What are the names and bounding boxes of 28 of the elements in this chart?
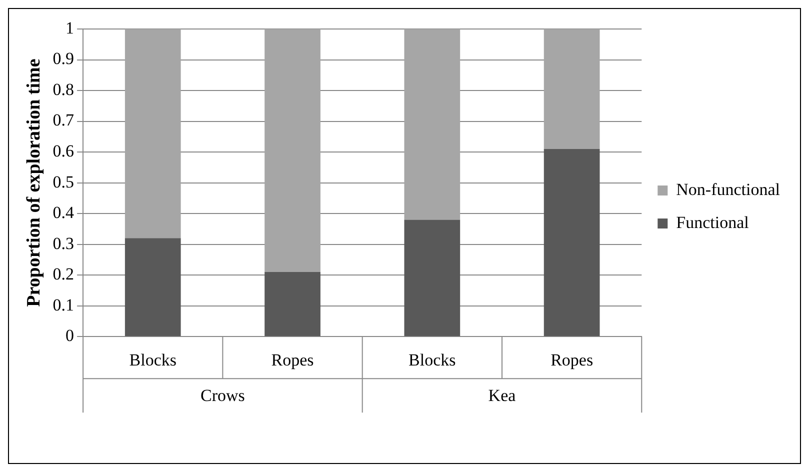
y-tick-label: 0.2 <box>52 264 74 284</box>
text: Crows <box>200 386 245 406</box>
y-tick-label: 1 <box>66 18 74 38</box>
y-tick-label: 0.5 <box>52 172 74 192</box>
x-tick-label: Ropes <box>271 350 314 370</box>
bar <box>404 220 460 336</box>
y-tick-label: 0.9 <box>52 49 74 68</box>
y-tick-label: 0.1 <box>52 295 74 314</box>
x-tick-label: Blocks <box>129 350 176 370</box>
bar <box>264 272 320 336</box>
bar <box>544 29 600 149</box>
bar <box>264 29 320 272</box>
x-tick-label: Ropes <box>550 350 594 370</box>
y-tick-label: 0.3 <box>52 234 74 253</box>
y-axis-title: Proportion of exploration time <box>23 58 44 307</box>
text: Kea <box>488 386 516 406</box>
y-tick-label: 0.8 <box>52 80 74 99</box>
bar <box>404 29 460 220</box>
bar <box>124 29 181 238</box>
legend-label: Functional <box>676 212 750 232</box>
y-tick-label: 0.7 <box>52 110 75 130</box>
y-tick-label: 0.6 <box>52 142 74 161</box>
x-tick-label: Blocks <box>408 350 456 370</box>
bar <box>124 238 181 336</box>
y-tick-label: 0 <box>66 326 74 346</box>
bar <box>544 148 600 336</box>
legend-label: Non-functional <box>676 180 780 199</box>
y-tick-label: 0.4 <box>52 203 75 222</box>
